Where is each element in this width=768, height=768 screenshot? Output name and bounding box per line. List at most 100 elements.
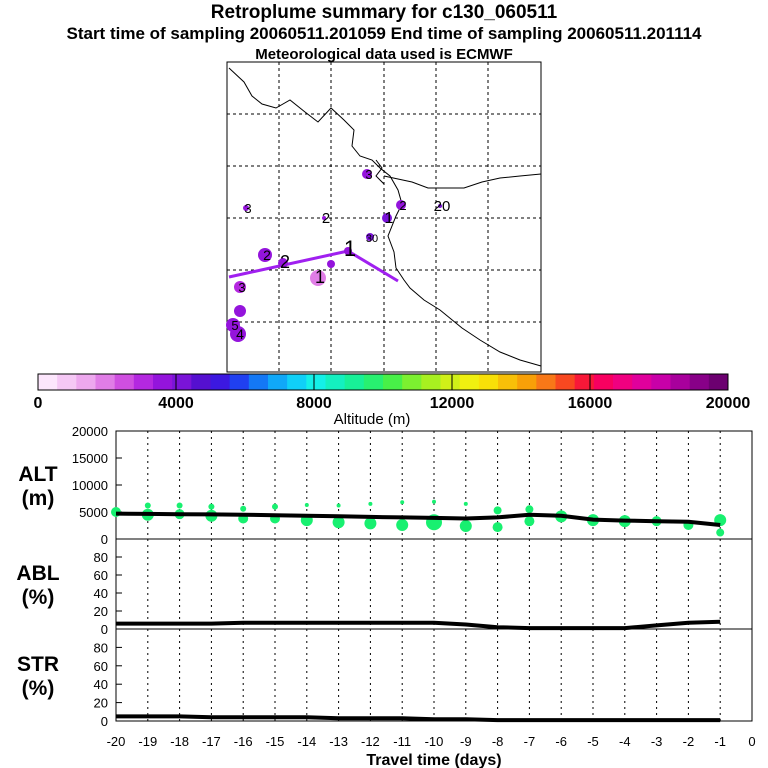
y-tick-label: 20 bbox=[94, 604, 108, 619]
colorbar-swatch bbox=[363, 374, 384, 390]
colorbar-swatch bbox=[402, 374, 422, 390]
colorbar-swatch bbox=[172, 374, 192, 390]
altitude-dot bbox=[304, 502, 309, 507]
cluster-marker: 1 bbox=[310, 267, 326, 287]
x-tick-label: -16 bbox=[234, 734, 253, 749]
cluster-marker: 20 bbox=[434, 198, 451, 215]
cluster-number: 2 bbox=[322, 210, 330, 227]
colorbar-swatch bbox=[57, 374, 77, 390]
cluster-number: 5 bbox=[231, 318, 238, 333]
altitude-dot bbox=[493, 506, 502, 515]
x-tick-label: -6 bbox=[555, 734, 567, 749]
cluster-number: 3 bbox=[244, 201, 251, 216]
altitude-dot bbox=[208, 503, 215, 510]
colorbar-swatch bbox=[191, 374, 211, 390]
colorbar-tick-label: 8000 bbox=[296, 395, 332, 412]
panel-ylabel: ALT bbox=[18, 463, 57, 486]
colorbar-swatch bbox=[248, 374, 269, 390]
x-tick-label: -17 bbox=[202, 734, 221, 749]
cluster-dot bbox=[226, 318, 240, 332]
y-tick-label: 5000 bbox=[79, 505, 108, 520]
cluster-dot bbox=[310, 270, 326, 286]
colorbar-swatch bbox=[459, 374, 480, 390]
cluster-number: 2 bbox=[263, 247, 271, 263]
colorbar-swatch bbox=[536, 374, 556, 390]
colorbar-swatch bbox=[76, 374, 96, 390]
colorbar-swatch bbox=[517, 374, 537, 390]
panel-ylabel: STR bbox=[17, 653, 59, 676]
y-tick-label: 0 bbox=[101, 714, 108, 729]
altitude-dot bbox=[492, 522, 503, 533]
x-tick-label: -13 bbox=[329, 734, 348, 749]
colorbar-swatch bbox=[133, 374, 154, 390]
x-tick-label: -14 bbox=[297, 734, 316, 749]
cluster-dot bbox=[344, 247, 352, 255]
cluster-dot bbox=[382, 213, 392, 223]
colorbar-swatch bbox=[95, 374, 116, 390]
cluster-marker: 1 bbox=[344, 236, 356, 261]
cluster-number: 3 bbox=[365, 167, 372, 182]
x-tick-label: -9 bbox=[460, 734, 472, 749]
y-tick-label: 15000 bbox=[72, 451, 108, 466]
altitude-dot bbox=[144, 502, 151, 509]
altitude-dot bbox=[524, 516, 535, 527]
inner-water-line bbox=[375, 159, 385, 185]
y-tick-label: 10000 bbox=[72, 478, 108, 493]
y-tick-label: 20000 bbox=[72, 424, 108, 439]
cluster-marker: 3 bbox=[234, 280, 246, 295]
cluster-marker: 30 bbox=[366, 233, 378, 245]
cluster-marker: 3 bbox=[362, 167, 373, 182]
y-tick-label: 60 bbox=[94, 568, 108, 583]
colorbar-swatch bbox=[498, 374, 518, 390]
x-tick-label: -15 bbox=[266, 734, 285, 749]
cluster-dot bbox=[362, 169, 372, 179]
altitude-dot bbox=[396, 518, 409, 531]
altitude-dot bbox=[332, 516, 345, 529]
colorbar-tick-label: 0 bbox=[34, 395, 43, 412]
y-tick-label: 80 bbox=[94, 550, 108, 565]
cluster-number: 2 bbox=[280, 252, 290, 272]
colorbar-label: Altitude (m) bbox=[334, 411, 411, 428]
cluster-number: 1 bbox=[344, 236, 356, 261]
border-line bbox=[383, 173, 542, 189]
altitude-dot bbox=[364, 517, 377, 530]
colorbar-swatch bbox=[229, 374, 250, 390]
colorbar-swatch bbox=[287, 374, 307, 390]
panel-0: 0 5000 10000 15000 20000 ALT(m) bbox=[18, 424, 753, 547]
colorbar-swatch bbox=[478, 374, 499, 390]
y-tick-label: 40 bbox=[94, 586, 108, 601]
altitude-dot bbox=[463, 501, 468, 506]
colorbar-tick-label: 20000 bbox=[706, 395, 751, 412]
panel-ylabel: (%) bbox=[22, 586, 55, 609]
colorbar-swatch bbox=[210, 374, 231, 390]
x-tick-label: -11 bbox=[393, 734, 411, 749]
y-tick-label: 60 bbox=[94, 659, 108, 674]
altitude-dot bbox=[400, 500, 405, 505]
colorbar-swatch bbox=[632, 374, 652, 390]
y-tick-label: 80 bbox=[94, 640, 108, 655]
cluster-dot bbox=[366, 233, 374, 241]
colorbar-swatch bbox=[670, 374, 691, 390]
cluster-number: 1 bbox=[315, 267, 325, 287]
colorbar-swatch bbox=[613, 374, 633, 390]
altitude-dot bbox=[716, 528, 725, 537]
colorbar-swatch bbox=[708, 374, 729, 390]
colorbar-swatch bbox=[574, 374, 595, 390]
colorbar-swatch bbox=[383, 374, 403, 390]
x-axis-label: Travel time (days) bbox=[366, 752, 501, 768]
y-tick-label: 0 bbox=[101, 622, 108, 637]
x-tick-label: -20 bbox=[107, 734, 126, 749]
cluster-dot bbox=[234, 281, 246, 293]
cluster-number: 30 bbox=[366, 233, 378, 245]
cluster-dot bbox=[243, 205, 249, 211]
colorbar-tick-label: 12000 bbox=[430, 395, 475, 412]
series-line bbox=[116, 619, 721, 631]
y-tick-label: 20 bbox=[94, 696, 108, 711]
altitude-dot bbox=[176, 502, 183, 509]
x-tick-label: -2 bbox=[683, 734, 695, 749]
cluster-dot bbox=[438, 204, 442, 208]
colorbar-swatch bbox=[325, 374, 346, 390]
colorbar-swatch bbox=[555, 374, 576, 390]
cluster-number: 3 bbox=[238, 280, 245, 295]
